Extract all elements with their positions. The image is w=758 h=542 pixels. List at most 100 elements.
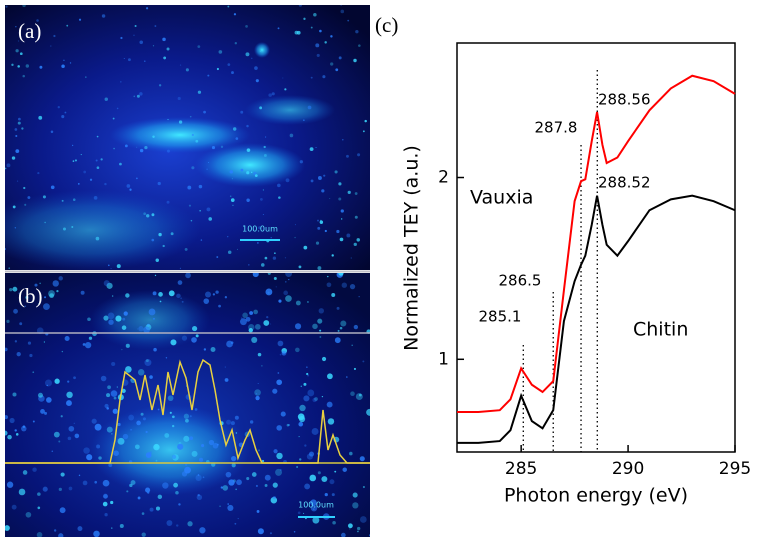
annotation-label: 285.1 — [479, 308, 522, 326]
speckle — [157, 494, 163, 500]
speckle — [362, 485, 365, 489]
speckle — [6, 163, 11, 168]
speckle — [44, 296, 47, 299]
speckle — [352, 502, 359, 509]
speckle — [270, 237, 272, 239]
speckle — [104, 403, 109, 409]
annotation-label: 288.52 — [598, 174, 651, 192]
speckle — [119, 523, 124, 528]
speckle — [108, 264, 110, 267]
speckle — [304, 483, 311, 490]
speckle — [342, 139, 344, 141]
speckle — [234, 522, 237, 525]
speckle — [194, 408, 198, 411]
glow — [254, 42, 270, 58]
speckle — [229, 195, 232, 197]
speckle — [38, 302, 40, 305]
speckle — [334, 170, 338, 174]
speckle — [332, 520, 336, 525]
speckle — [276, 379, 283, 386]
speckle — [246, 171, 250, 175]
speckle — [338, 273, 344, 276]
speckle — [89, 178, 93, 181]
speckle — [102, 501, 108, 507]
scale-bar-label: 100.0um — [242, 225, 278, 234]
speckle — [14, 340, 18, 343]
speckle — [219, 505, 221, 507]
speckle — [24, 203, 27, 206]
speckle — [216, 443, 219, 446]
speckle — [53, 34, 56, 38]
speckle — [246, 124, 249, 128]
speckle — [260, 198, 263, 201]
speckle — [331, 493, 335, 497]
speckle — [346, 154, 349, 158]
speckle — [340, 5, 342, 7]
speckle — [103, 315, 109, 321]
speckle — [203, 348, 207, 351]
speckle — [208, 217, 213, 221]
speckle — [357, 526, 361, 531]
speckle — [347, 190, 351, 194]
speckle — [111, 527, 113, 529]
speckle — [242, 312, 248, 319]
speckle — [218, 304, 221, 308]
speckle — [312, 323, 318, 330]
speckle — [278, 299, 282, 303]
speckle — [149, 507, 154, 512]
speckle — [347, 523, 353, 529]
speckle — [249, 311, 254, 315]
speckle — [264, 484, 268, 487]
speckle — [49, 293, 55, 299]
speckle — [255, 79, 259, 83]
speckle — [64, 111, 67, 114]
speckle — [137, 368, 145, 376]
speckle — [357, 153, 361, 157]
speckle — [315, 43, 320, 48]
speckle — [144, 145, 148, 150]
speckle — [261, 263, 265, 267]
speckle — [113, 450, 119, 457]
speckle — [145, 487, 151, 493]
speckle — [103, 280, 110, 287]
speckle — [355, 29, 359, 34]
speckle — [85, 76, 87, 78]
speckle — [203, 298, 210, 304]
speckle — [257, 242, 259, 244]
speckle — [43, 303, 50, 311]
speckle — [228, 479, 235, 486]
speckle — [123, 57, 125, 60]
speckle — [216, 256, 219, 258]
speckle — [246, 476, 250, 481]
speckle — [37, 506, 41, 510]
speckle — [315, 241, 320, 245]
speckle — [126, 184, 131, 188]
speckle — [329, 479, 335, 485]
speckle — [116, 386, 118, 388]
speckle — [275, 286, 277, 288]
speckle — [36, 19, 39, 22]
speckle — [23, 186, 26, 190]
speckle — [140, 412, 144, 416]
speckle — [197, 474, 200, 476]
speckle — [88, 336, 93, 340]
speckle — [42, 195, 46, 199]
speckle — [203, 110, 206, 114]
speckle — [233, 13, 237, 16]
speckle — [181, 471, 188, 477]
speckle — [262, 214, 264, 216]
speckle — [218, 50, 223, 54]
speckle — [246, 148, 251, 152]
speckle — [82, 480, 88, 486]
speckle — [321, 189, 325, 193]
speckle — [106, 393, 111, 398]
speckle — [123, 311, 128, 316]
speckle — [311, 427, 319, 435]
speckle — [66, 391, 73, 399]
speckle — [240, 110, 244, 114]
speckle — [327, 275, 329, 278]
speckle — [6, 481, 14, 488]
speckle — [294, 236, 296, 239]
speckle — [162, 37, 166, 42]
speckle — [27, 196, 31, 200]
